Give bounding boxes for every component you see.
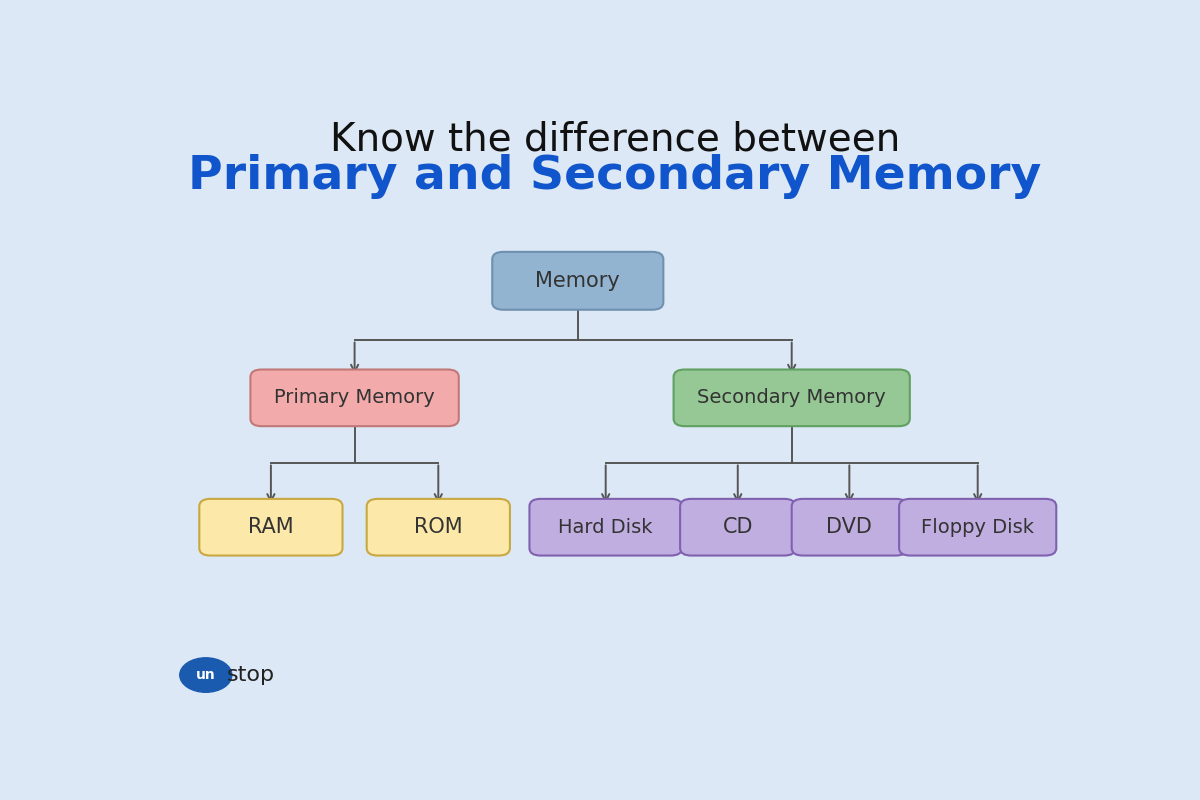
- Text: stop: stop: [227, 665, 275, 685]
- FancyBboxPatch shape: [680, 499, 796, 555]
- Text: Hard Disk: Hard Disk: [558, 518, 653, 537]
- FancyBboxPatch shape: [899, 499, 1056, 555]
- Text: Secondary Memory: Secondary Memory: [697, 388, 886, 407]
- FancyBboxPatch shape: [199, 499, 342, 555]
- Text: Memory: Memory: [535, 270, 620, 291]
- FancyBboxPatch shape: [367, 499, 510, 555]
- Text: un: un: [196, 668, 216, 682]
- FancyBboxPatch shape: [251, 370, 458, 426]
- Circle shape: [180, 658, 232, 692]
- Text: CD: CD: [722, 518, 754, 538]
- Text: Floppy Disk: Floppy Disk: [922, 518, 1034, 537]
- Text: DVD: DVD: [827, 518, 872, 538]
- FancyBboxPatch shape: [792, 499, 907, 555]
- Text: Primary Memory: Primary Memory: [275, 388, 434, 407]
- FancyBboxPatch shape: [492, 252, 664, 310]
- Text: ROM: ROM: [414, 518, 463, 538]
- Text: Primary and Secondary Memory: Primary and Secondary Memory: [188, 154, 1042, 198]
- Text: Know the difference between: Know the difference between: [330, 120, 900, 158]
- FancyBboxPatch shape: [673, 370, 910, 426]
- Text: RAM: RAM: [248, 518, 294, 538]
- FancyBboxPatch shape: [529, 499, 682, 555]
